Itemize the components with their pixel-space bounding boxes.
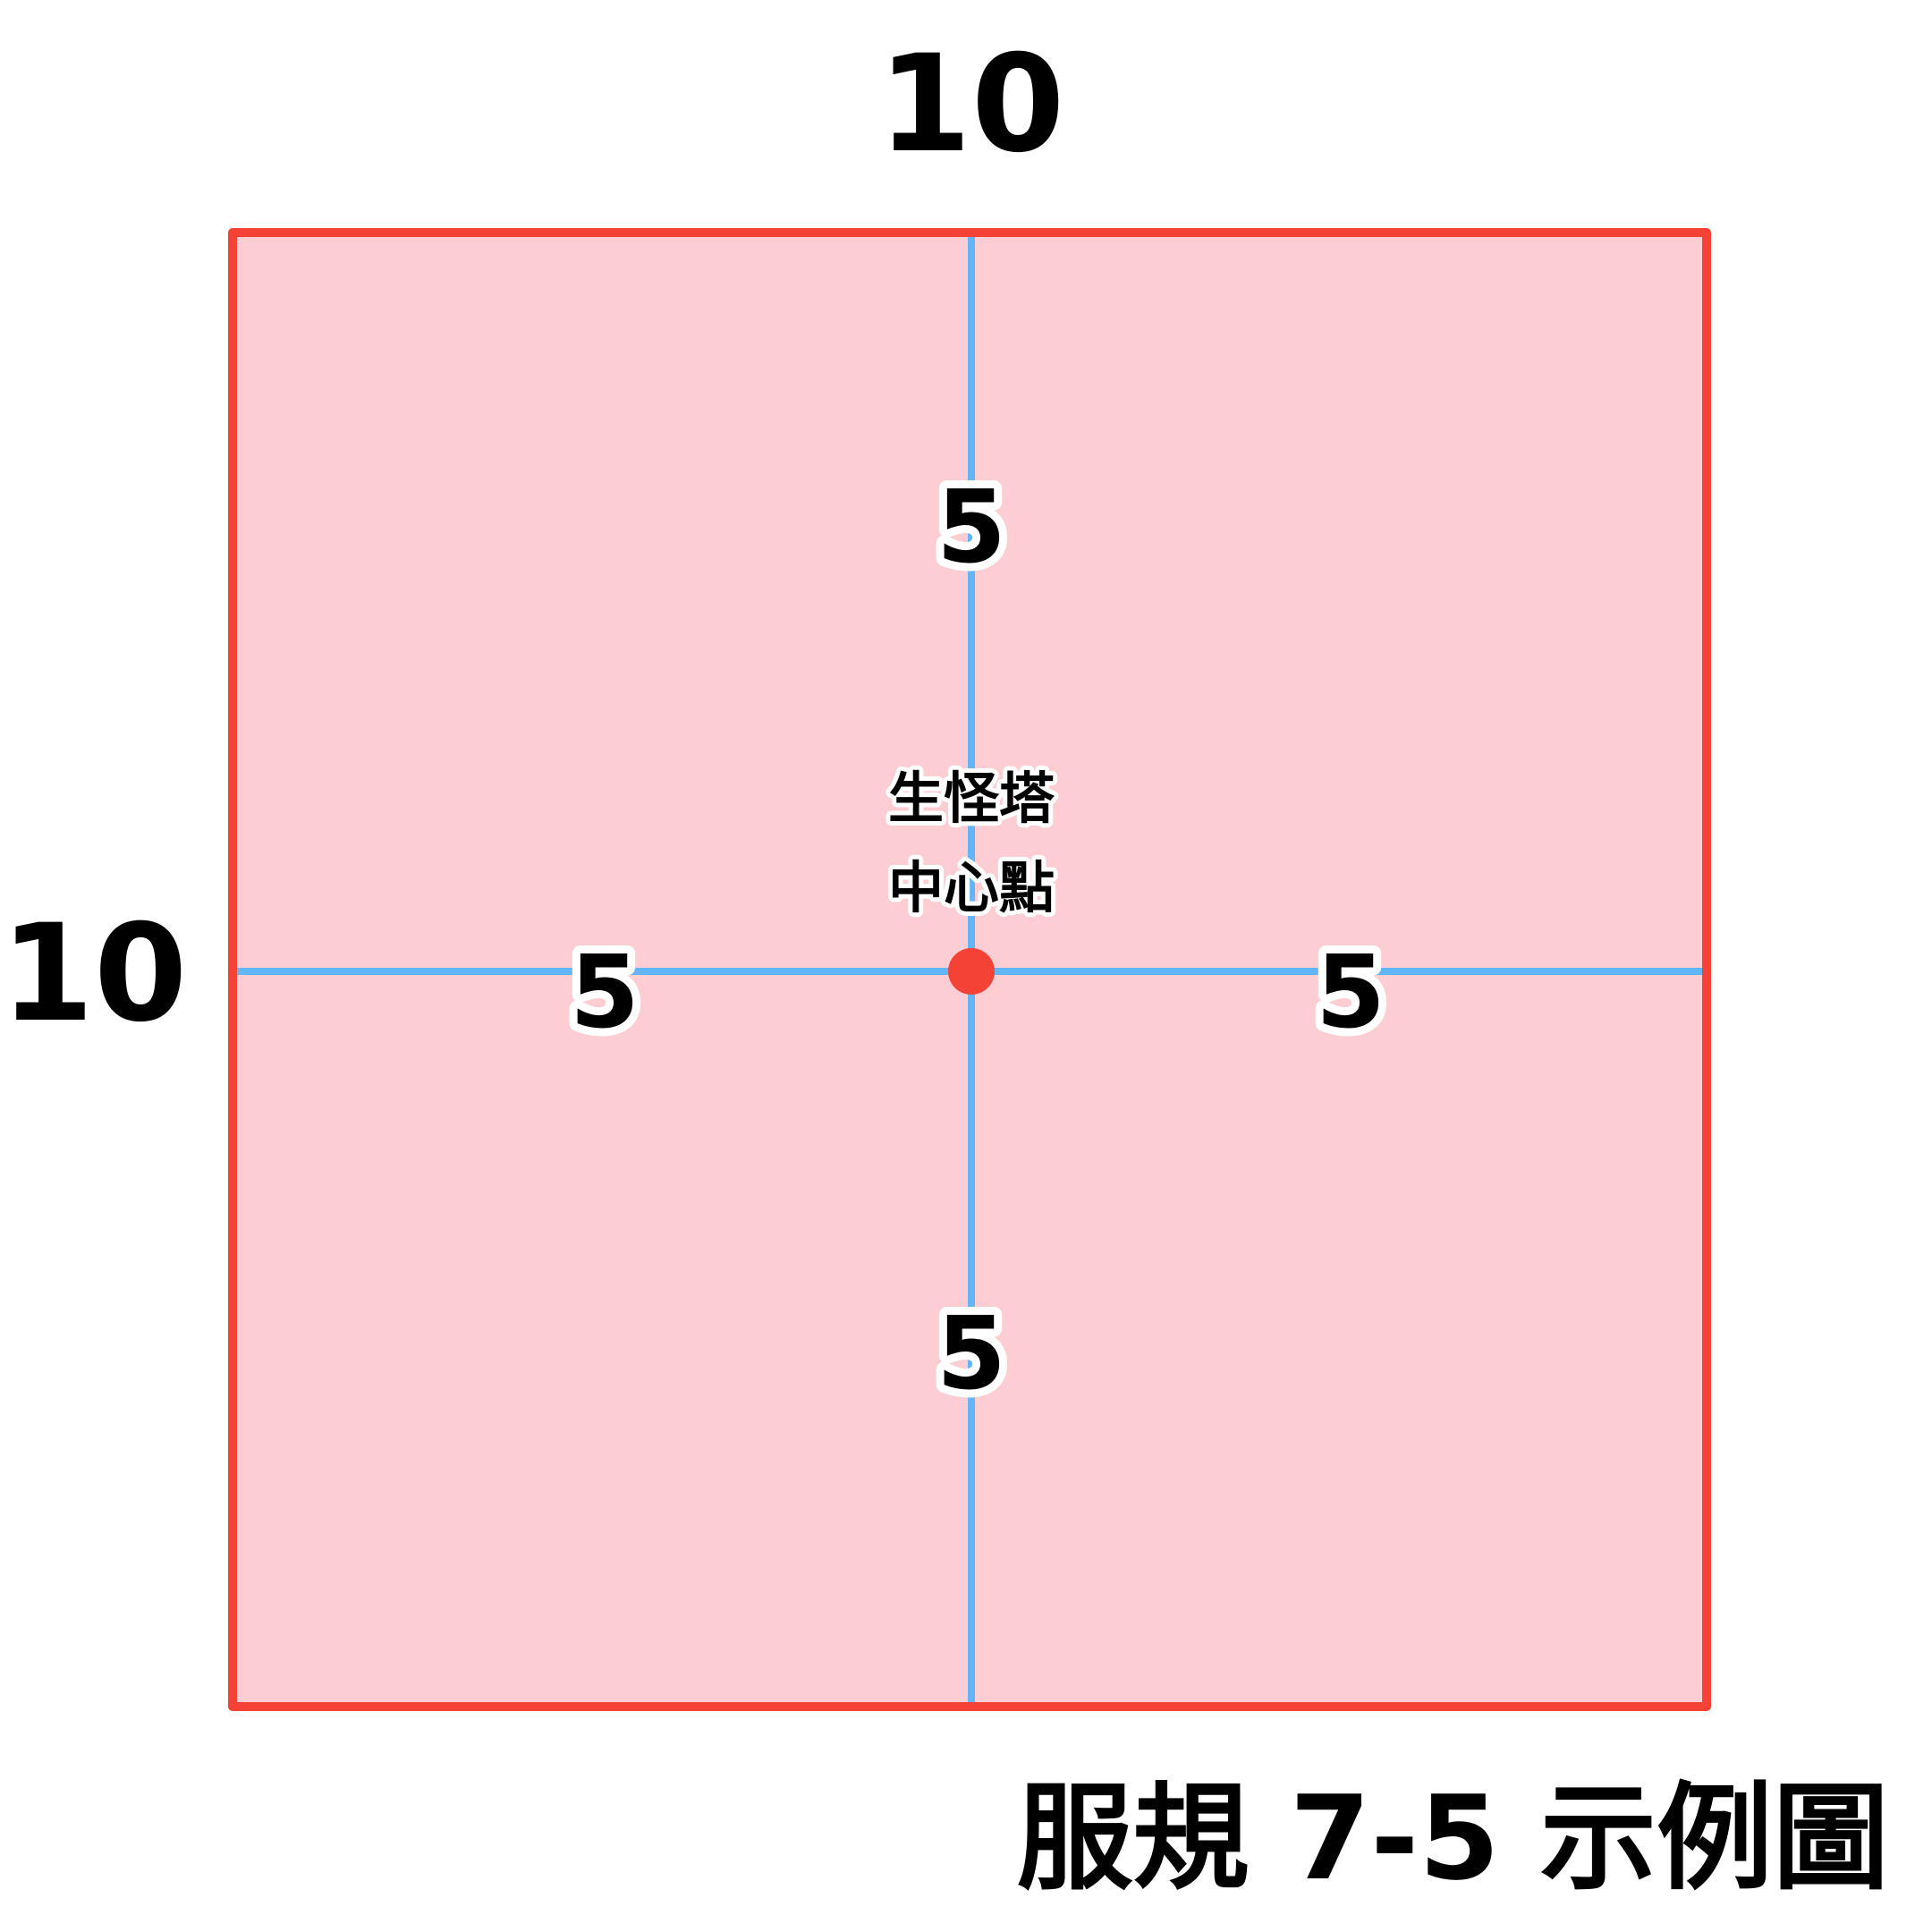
center-point-marker	[948, 948, 995, 995]
center-label-line1: 生怪塔	[888, 766, 1055, 831]
top-dimension-label: 10	[878, 27, 1065, 182]
half-label-top: 5	[936, 470, 1006, 586]
half-label-right: 5	[1316, 935, 1385, 1051]
center-label-line2: 中心點	[888, 855, 1055, 920]
half-label-left: 5	[570, 935, 640, 1051]
figure-caption: 服規 7-5 示例圖	[1017, 1770, 1889, 1906]
half-label-bottom: 5	[936, 1296, 1006, 1412]
left-dimension-label: 10	[1, 896, 188, 1052]
